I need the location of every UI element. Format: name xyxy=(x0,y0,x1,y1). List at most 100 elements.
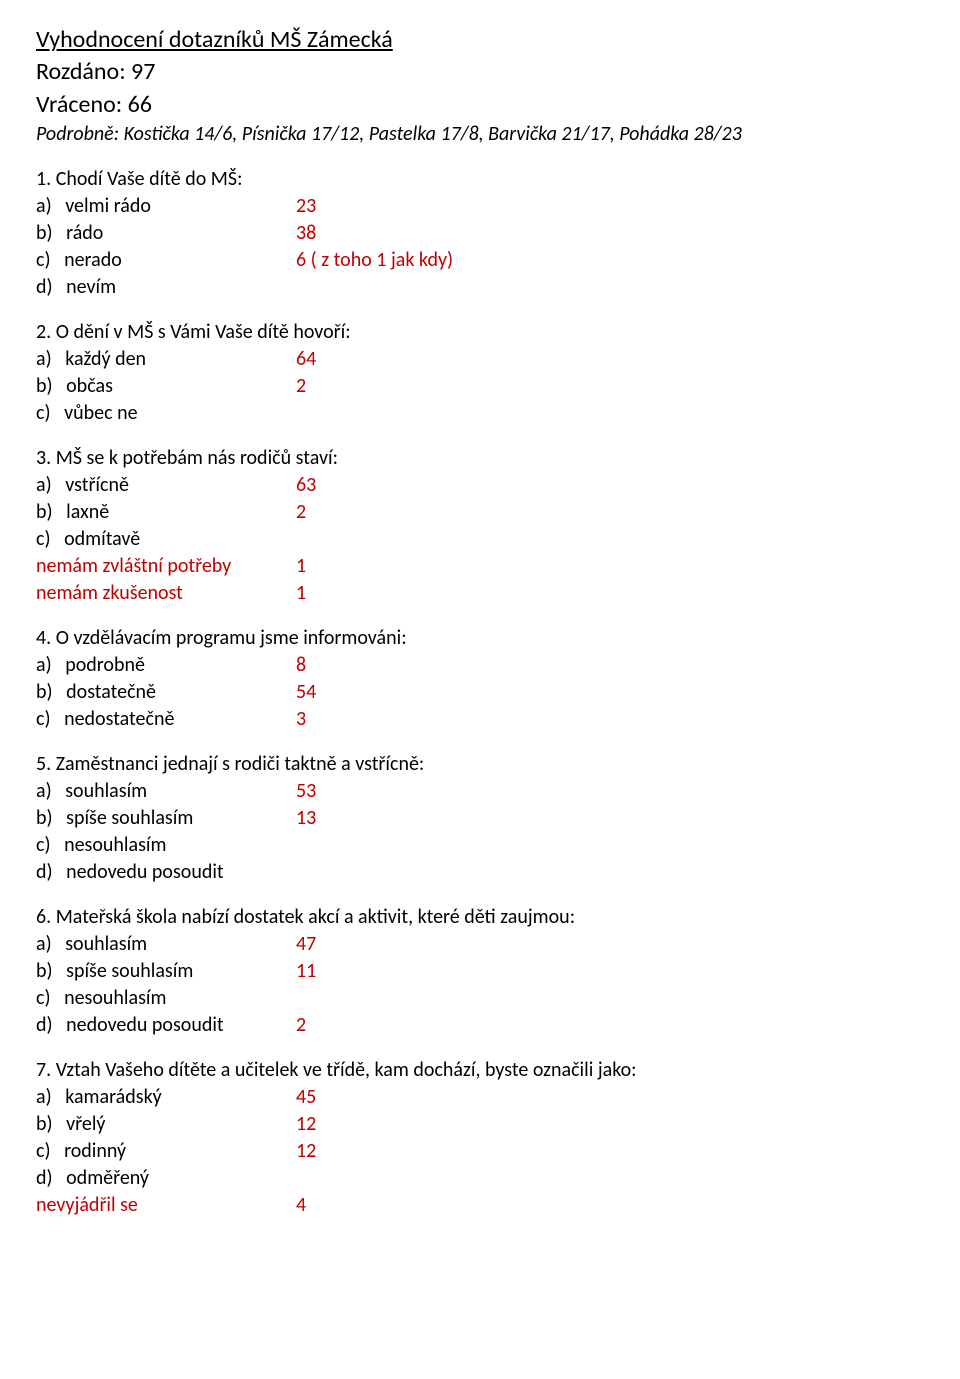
option-value xyxy=(296,526,336,553)
option-label: b) dostatečně xyxy=(36,679,296,706)
extra-label: nevyjádřil se xyxy=(36,1192,296,1219)
question-block: 1. Chodí Vaše dítě do MŠ:a) velmi rádo23… xyxy=(36,166,924,301)
option-row: a) každý den64 xyxy=(36,346,924,373)
option-row: c) odmítavě xyxy=(36,526,924,553)
option-row: b) spíše souhlasím13 xyxy=(36,805,924,832)
question-block: 7. Vztah Vašeho dítěte a učitelek ve tří… xyxy=(36,1057,924,1219)
option-value: 45 xyxy=(296,1084,336,1111)
question-text: 6. Mateřská škola nabízí dostatek akcí a… xyxy=(36,904,924,931)
option-row: a) vstřícně63 xyxy=(36,472,924,499)
option-value: 23 xyxy=(296,193,336,220)
extra-row: nevyjádřil se4 xyxy=(36,1192,924,1219)
option-label: d) nevím xyxy=(36,274,296,301)
option-label: d) odměřený xyxy=(36,1165,296,1192)
option-row: a) podrobně8 xyxy=(36,652,924,679)
option-label: b) vřelý xyxy=(36,1111,296,1138)
option-label: c) vůbec ne xyxy=(36,400,296,427)
detail-line: Podrobně: Kostička 14/6, Písnička 17/12,… xyxy=(36,121,924,148)
extra-label: nemám zvláštní potřeby xyxy=(36,553,296,580)
option-label: a) vstřícně xyxy=(36,472,296,499)
option-row: c) nesouhlasím xyxy=(36,832,924,859)
extra-row: nemám zkušenost1 xyxy=(36,580,924,607)
option-value: 13 xyxy=(296,805,336,832)
option-row: a) velmi rádo23 xyxy=(36,193,924,220)
extra-value: 1 xyxy=(296,553,336,580)
option-value xyxy=(296,832,336,859)
option-value: 3 xyxy=(296,706,336,733)
option-value: 6 ( z toho 1 jak kdy) xyxy=(296,247,453,274)
option-label: a) podrobně xyxy=(36,652,296,679)
option-row: a) souhlasím47 xyxy=(36,931,924,958)
option-row: b) dostatečně54 xyxy=(36,679,924,706)
option-label: b) laxně xyxy=(36,499,296,526)
question-block: 5. Zaměstnanci jednají s rodiči taktně a… xyxy=(36,751,924,886)
option-value: 8 xyxy=(296,652,336,679)
option-value: 63 xyxy=(296,472,336,499)
questions-container: 1. Chodí Vaše dítě do MŠ:a) velmi rádo23… xyxy=(36,166,924,1219)
option-row: c) vůbec ne xyxy=(36,400,924,427)
extra-label: nemám zkušenost xyxy=(36,580,296,607)
option-label: d) nedovedu posoudit xyxy=(36,1012,296,1039)
vraceno-line: Vráceno: 66 xyxy=(36,89,924,121)
option-label: a) kamarádský xyxy=(36,1084,296,1111)
option-value: 38 xyxy=(296,220,336,247)
option-label: c) nedostatečně xyxy=(36,706,296,733)
option-label: d) nedovedu posoudit xyxy=(36,859,296,886)
option-row: c) nerado6 ( z toho 1 jak kdy) xyxy=(36,247,924,274)
option-value xyxy=(296,400,336,427)
extra-value: 1 xyxy=(296,580,336,607)
option-label: c) odmítavě xyxy=(36,526,296,553)
option-label: a) velmi rádo xyxy=(36,193,296,220)
option-label: c) rodinný xyxy=(36,1138,296,1165)
option-row: c) nedostatečně 3 xyxy=(36,706,924,733)
option-value xyxy=(296,985,336,1012)
option-row: d) nedovedu posoudit xyxy=(36,859,924,886)
option-value: 11 xyxy=(296,958,336,985)
question-text: 2. O dění v MŠ s Vámi Vaše dítě hovoří: xyxy=(36,319,924,346)
question-block: 4. O vzdělávacím programu jsme informová… xyxy=(36,625,924,733)
option-row: d) odměřený xyxy=(36,1165,924,1192)
option-label: c) nesouhlasím xyxy=(36,832,296,859)
question-text: 4. O vzdělávacím programu jsme informová… xyxy=(36,625,924,652)
question-text: 7. Vztah Vašeho dítěte a učitelek ve tří… xyxy=(36,1057,924,1084)
question-block: 2. O dění v MŠ s Vámi Vaše dítě hovoří:a… xyxy=(36,319,924,427)
question-text: 5. Zaměstnanci jednají s rodiči taktně a… xyxy=(36,751,924,778)
option-value: 47 xyxy=(296,931,336,958)
question-block: 6. Mateřská škola nabízí dostatek akcí a… xyxy=(36,904,924,1039)
option-value xyxy=(296,1165,336,1192)
option-row: d) nedovedu posoudit2 xyxy=(36,1012,924,1039)
option-row: c) rodinný12 xyxy=(36,1138,924,1165)
option-value: 53 xyxy=(296,778,336,805)
question-text: 3. MŠ se k potřebám nás rodičů staví: xyxy=(36,445,924,472)
option-row: b) rádo38 xyxy=(36,220,924,247)
option-row: b) občas2 xyxy=(36,373,924,400)
option-value: 12 xyxy=(296,1138,336,1165)
option-value: 2 xyxy=(296,373,336,400)
option-row: d) nevím xyxy=(36,274,924,301)
option-value: 12 xyxy=(296,1111,336,1138)
option-label: b) spíše souhlasím xyxy=(36,958,296,985)
option-row: a) kamarádský45 xyxy=(36,1084,924,1111)
extra-value: 4 xyxy=(296,1192,336,1219)
option-row: b) laxně2 xyxy=(36,499,924,526)
option-value: 2 xyxy=(296,499,336,526)
option-row: a) souhlasím53 xyxy=(36,778,924,805)
doc-title: Vyhodnocení dotazníků MŠ Zámecká xyxy=(36,24,924,56)
option-row: b) spíše souhlasím11 xyxy=(36,958,924,985)
question-block: 3. MŠ se k potřebám nás rodičů staví:a) … xyxy=(36,445,924,607)
option-label: b) rádo xyxy=(36,220,296,247)
option-label: b) občas xyxy=(36,373,296,400)
option-value xyxy=(296,274,336,301)
option-label: b) spíše souhlasím xyxy=(36,805,296,832)
option-value: 2 xyxy=(296,1012,336,1039)
option-label: c) nerado xyxy=(36,247,296,274)
option-label: a) souhlasím xyxy=(36,931,296,958)
extra-row: nemám zvláštní potřeby1 xyxy=(36,553,924,580)
rozdano-line: Rozdáno: 97 xyxy=(36,56,924,88)
option-label: a) každý den xyxy=(36,346,296,373)
option-row: b) vřelý12 xyxy=(36,1111,924,1138)
option-row: c) nesouhlasím xyxy=(36,985,924,1012)
option-label: a) souhlasím xyxy=(36,778,296,805)
question-text: 1. Chodí Vaše dítě do MŠ: xyxy=(36,166,924,193)
option-value: 64 xyxy=(296,346,336,373)
